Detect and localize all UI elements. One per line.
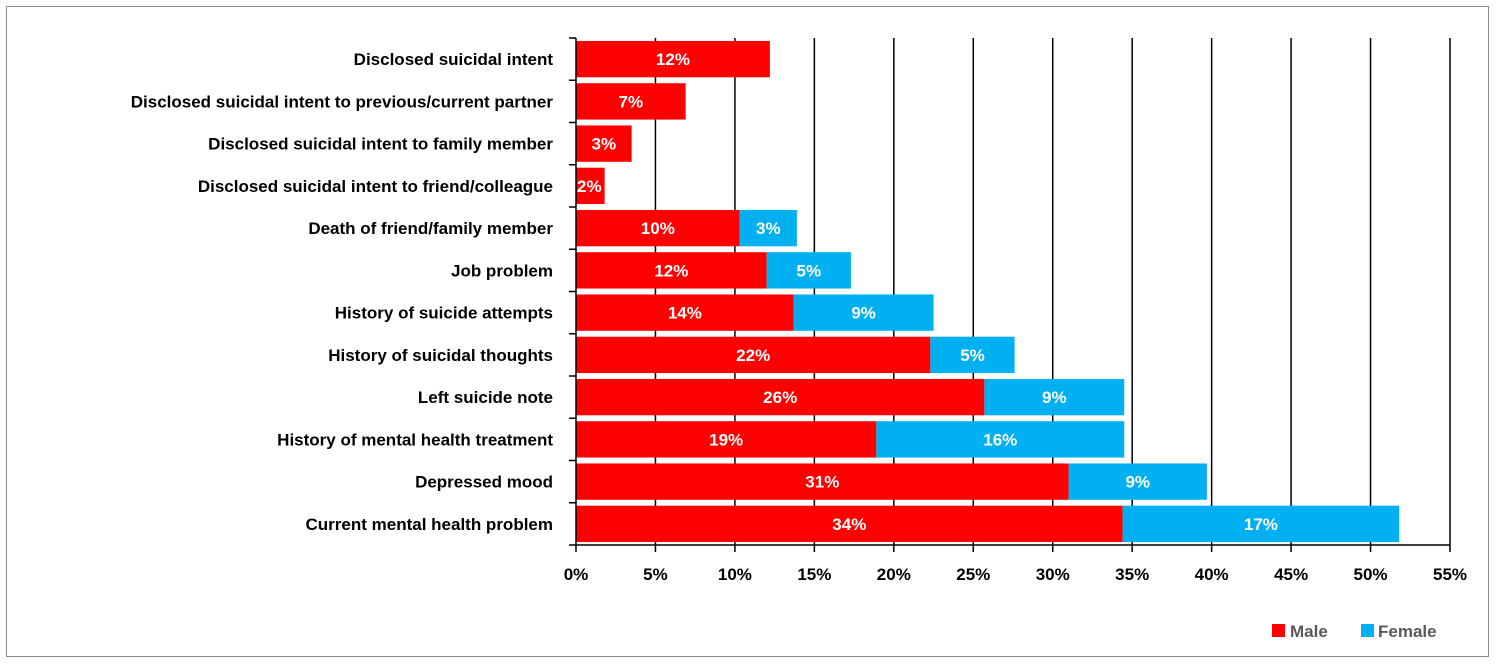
data-label-female: 5% (960, 346, 985, 365)
bar-male (576, 505, 1123, 543)
gridlines (654, 38, 1451, 545)
x-tick-label: 35% (1115, 565, 1149, 584)
category-label: Disclosed suicidal intent to previous/cu… (131, 92, 554, 111)
data-label-male: 3% (592, 135, 617, 154)
bar-female (876, 421, 1125, 458)
data-label-male: 22% (736, 346, 770, 365)
data-label-female: 5% (797, 261, 822, 280)
x-tick-label: 40% (1195, 565, 1229, 584)
category-label: Left suicide note (418, 388, 553, 407)
data-label-male: 31% (805, 473, 839, 492)
data-label-male: 12% (656, 50, 690, 69)
bar-female (766, 252, 851, 289)
category-label: Disclosed suicidal intent (354, 50, 554, 69)
x-tick-label: 5% (643, 565, 668, 584)
bar-male (576, 294, 794, 331)
category-labels: Disclosed suicidal intent Disclosed suici… (131, 50, 554, 534)
category-label: Death of friend/family member (308, 219, 553, 238)
bar-female (930, 336, 1015, 374)
data-label-female: 17% (1244, 515, 1278, 534)
category-label: Job problem (451, 261, 553, 280)
x-tick-label: 30% (1036, 565, 1070, 584)
data-label-male: 2% (577, 177, 602, 196)
bars: 12% 7% 3% 2% 10% 3% 12% 5% 14% 9% 22% 5% 26% 9% 19% 16%… (576, 40, 1400, 543)
axes (569, 37, 1451, 552)
bar-male (576, 40, 770, 78)
data-label-female: 16% (983, 430, 1017, 449)
bar-female (793, 294, 934, 331)
data-label-male: 19% (709, 430, 743, 449)
x-tick-label: 55% (1433, 565, 1467, 584)
bar-male (576, 252, 767, 289)
bar-female (984, 378, 1125, 416)
bar-female (739, 209, 797, 247)
data-label-male: 26% (763, 388, 797, 407)
x-tick-label: 10% (718, 565, 752, 584)
bar-female (1068, 463, 1207, 500)
data-label-female: 9% (1042, 388, 1067, 407)
category-label: Disclosed suicidal intent to friend/coll… (198, 177, 553, 196)
data-label-female: 3% (756, 219, 781, 238)
category-label: History of suicide attempts (335, 304, 553, 323)
legend-swatch-male (1272, 624, 1285, 637)
data-label-male: 34% (832, 515, 866, 534)
bar-male (576, 125, 632, 162)
x-tick-label: 15% (797, 565, 831, 584)
data-label-male: 10% (641, 219, 675, 238)
chart-frame (6, 6, 1489, 657)
category-label: History of mental health treatment (277, 430, 553, 449)
legend-label-female: Female (1378, 622, 1437, 641)
x-tick-label: 50% (1354, 565, 1388, 584)
data-label-male: 12% (654, 261, 688, 280)
bar-male (576, 167, 605, 205)
bar-male (576, 378, 985, 416)
data-label-female: 9% (1125, 473, 1150, 492)
bar-male (576, 336, 931, 374)
x-tick-label: 45% (1274, 565, 1308, 584)
data-label-male: 14% (668, 304, 702, 323)
legend-swatch-female (1361, 624, 1374, 637)
bar-male (576, 209, 740, 247)
x-tick-label: 25% (956, 565, 990, 584)
x-tick-label: 0% (564, 565, 589, 584)
category-label: Current mental health problem (306, 515, 553, 534)
category-label: Depressed mood (415, 473, 553, 492)
data-label-male: 7% (619, 92, 644, 111)
data-label-female: 9% (851, 304, 876, 323)
category-label: Disclosed suicidal intent to family memb… (208, 135, 553, 154)
category-label: History of suicidal thoughts (328, 346, 553, 365)
legend-label-male: Male (1290, 622, 1328, 641)
x-tick-label: 20% (877, 565, 911, 584)
bar-male (576, 463, 1069, 500)
x-tick-labels: 0% 5% 10% 15% 20% 25% 30% 35% 40% 45% 50% 55% (564, 565, 1467, 584)
bar-male (576, 421, 877, 458)
bar-female (1122, 505, 1400, 543)
bar-male (576, 83, 686, 120)
legend: Male Female (1272, 622, 1437, 641)
